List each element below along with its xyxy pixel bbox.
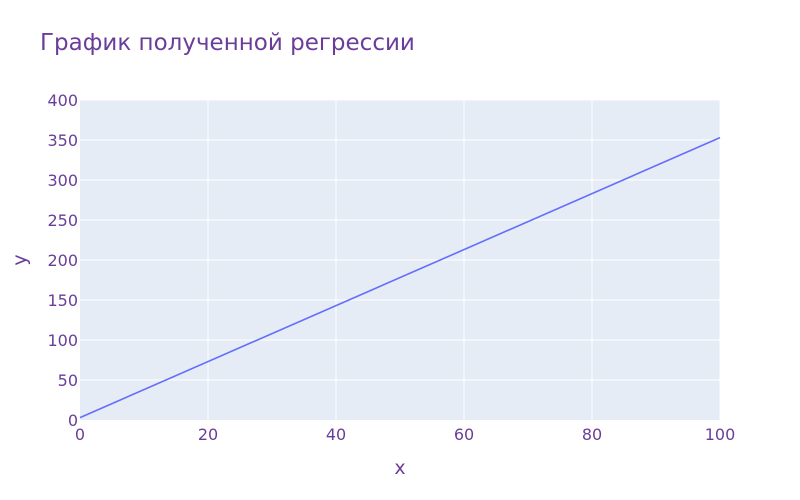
y-tick-label: 100 — [47, 331, 78, 350]
y-tick-label: 250 — [47, 211, 78, 230]
y-tick-label: 300 — [47, 171, 78, 190]
x-tick-label: 60 — [454, 425, 474, 444]
y-tick-labels: 0 50 100 150 200 250 300 350 400 — [47, 91, 78, 430]
x-tick-label: 40 — [326, 425, 346, 444]
x-tick-label: 0 — [75, 425, 85, 444]
y-tick-label: 350 — [47, 131, 78, 150]
series-layer — [79, 136, 721, 419]
x-tick-label: 100 — [705, 425, 736, 444]
y-tick-label: 150 — [47, 291, 78, 310]
y-axis-title: y — [9, 254, 31, 265]
regression-line — [79, 136, 721, 419]
x-tick-label: 80 — [582, 425, 602, 444]
y-tick-label: 50 — [58, 371, 78, 390]
y-tick-label: 400 — [47, 91, 78, 110]
gridlines — [80, 99, 721, 420]
y-tick-label: 0 — [68, 411, 78, 430]
chart-title: График полученной регрессии — [40, 30, 415, 56]
x-tick-labels: 0 20 40 60 80 100 — [75, 425, 735, 444]
x-axis-title: x — [394, 457, 405, 479]
y-tick-label: 200 — [47, 251, 78, 270]
x-tick-label: 20 — [198, 425, 218, 444]
